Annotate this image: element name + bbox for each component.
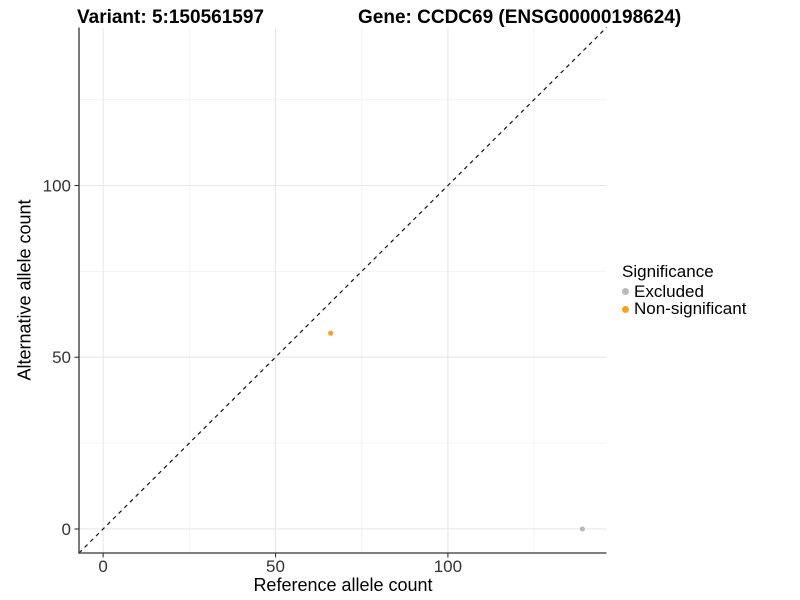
- x-axis-title: Reference allele count: [253, 575, 433, 595]
- data-point-non-significant: [328, 330, 334, 336]
- legend-items: Excluded Non-significant: [622, 281, 747, 319]
- x-tick-label: 100: [434, 557, 462, 576]
- variant-title: Variant: 5:150561597: [77, 7, 264, 28]
- y-axis-title: Alternative allele count: [14, 199, 35, 381]
- legend-dot-non-significant: [622, 305, 629, 313]
- gene-title: Gene: CCDC69 (ENSG00000198624): [358, 7, 682, 28]
- legend: Significance Excluded Non-significant: [622, 262, 746, 318]
- legend-label: Excluded: [634, 281, 704, 301]
- y-tick-label: 50: [52, 348, 71, 367]
- y-tick-label: 100: [43, 176, 71, 195]
- legend-title: Significance: [622, 262, 714, 281]
- x-tick-label: 0: [98, 557, 107, 576]
- legend-item-non-significant: Non-significant: [622, 299, 747, 319]
- legend-item-excluded: Excluded: [622, 281, 746, 301]
- legend-dot-excluded: [622, 288, 629, 296]
- x-tick-label: 50: [266, 557, 285, 576]
- identity-line: [78, 27, 607, 554]
- data-point-excluded: [579, 526, 585, 532]
- legend-label: Non-significant: [634, 299, 747, 319]
- y-tick-label: 0: [62, 520, 71, 539]
